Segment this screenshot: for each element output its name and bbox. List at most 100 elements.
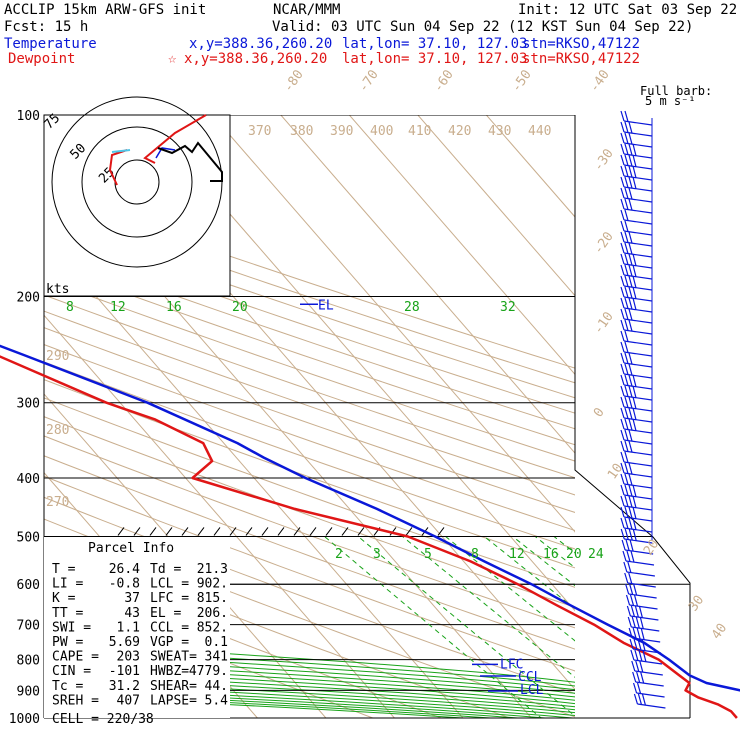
parcel-field: 815. <box>197 591 228 606</box>
parcel-field: -0.8 <box>109 577 140 592</box>
barb-flag <box>628 253 633 266</box>
barb-flag <box>620 363 625 375</box>
barb-flag <box>640 671 645 684</box>
theta-label: 400 <box>370 124 393 139</box>
barb-flag <box>634 605 639 618</box>
parcel-field: 407 <box>117 693 140 708</box>
hodo-trace-blue <box>155 147 176 159</box>
barb-flag <box>638 605 643 618</box>
barb-flag <box>624 154 629 166</box>
hatch-mark <box>165 527 173 536</box>
barb-flag <box>624 440 629 452</box>
barb-flag <box>630 550 635 563</box>
barb-staff <box>634 670 663 676</box>
hodo-trace-red-low <box>108 149 128 186</box>
barb-flag <box>628 528 633 541</box>
barb-flag <box>620 440 625 452</box>
dry-adiabat <box>44 278 575 462</box>
theta-label: 410 <box>408 124 431 139</box>
barb-flag <box>620 121 625 133</box>
barb-flag <box>628 121 633 134</box>
barb-staff <box>623 362 653 368</box>
barb-flag <box>635 660 640 672</box>
moist-adiabat <box>44 641 575 683</box>
barb-flag <box>624 275 629 287</box>
barb-flag <box>620 110 625 122</box>
barb-flag <box>628 297 633 310</box>
parcel-field: LCL = <box>150 577 189 592</box>
dry-adiabat <box>44 310 575 496</box>
parcel-field: 44. <box>205 679 228 694</box>
barb-flag <box>629 583 634 595</box>
barb-flag <box>620 220 625 232</box>
legend-dewpoint-stn: stn=RKSO,47122 <box>522 51 640 67</box>
barb-flag <box>634 649 639 661</box>
barb-flag <box>620 506 625 518</box>
barb-flag <box>624 209 629 221</box>
parcel-field: CCL = <box>150 620 189 635</box>
isotherm-line <box>44 314 396 718</box>
hatch-mark <box>405 527 413 536</box>
dry-adiabat <box>44 435 575 629</box>
temperature-profile <box>0 344 740 692</box>
barb-flag <box>632 506 637 519</box>
barb-staff <box>623 274 653 280</box>
barb-flag <box>632 682 638 694</box>
barb-flag <box>624 528 629 540</box>
isotherm-label: 0 <box>591 405 608 420</box>
parcel-field: 5.4 <box>205 693 229 708</box>
barb-flag <box>632 627 637 639</box>
barb-flag <box>620 341 625 353</box>
barb-flag <box>632 418 637 431</box>
barb-staff <box>623 494 653 500</box>
parcel-field: 203 <box>117 650 140 665</box>
barb-flag <box>628 385 633 398</box>
dry-adiabat <box>44 204 575 384</box>
moist-adiabat <box>44 663 575 701</box>
barb-staff <box>632 637 661 643</box>
isotherm-label: -10 <box>591 309 617 337</box>
barb-flag <box>620 330 625 342</box>
hatch-mark <box>325 527 333 536</box>
parcel-field: 26.4 <box>109 562 140 577</box>
barb-staff <box>623 428 653 434</box>
barb-staff <box>628 593 657 599</box>
mixing-ratio-line <box>358 537 575 717</box>
barb-flag <box>632 143 637 156</box>
barb-flag <box>620 154 625 166</box>
mixing-ratio-label: 16 <box>543 547 559 562</box>
barb-flag <box>624 187 629 199</box>
barb-flag <box>624 451 629 463</box>
parcel-field: 37 <box>124 591 140 606</box>
parcel-cell: CELL = 220/38 <box>52 712 154 727</box>
parcel-field: CIN = <box>52 664 91 679</box>
theta-label: 430 <box>488 124 511 139</box>
mixing-ratio-label: 24 <box>588 547 604 562</box>
barb-flag <box>628 187 633 200</box>
barb-staff <box>623 406 653 412</box>
legend-dewpoint-marker: ☆ <box>168 51 177 67</box>
mixing-ratio-label: 3 <box>373 547 381 562</box>
hatch-mark <box>133 527 141 536</box>
parcel-field: LI = <box>52 577 83 592</box>
legend-temperature-xy: x,y=388.36,260.20 <box>189 36 332 52</box>
barb-staff <box>631 626 660 632</box>
dry-adiabat <box>44 233 575 414</box>
barb-flag <box>633 594 639 607</box>
pressure-tick-label: 200 <box>17 291 40 306</box>
barb-flag <box>620 264 625 276</box>
barb-flag <box>632 286 637 299</box>
isotherm-label: -80 <box>281 67 307 95</box>
parcel-field: VGP = <box>150 635 189 650</box>
barb-flag <box>628 506 633 519</box>
barb-staff <box>623 197 653 203</box>
barb-staff <box>623 285 653 291</box>
barb-key-value: 5 m s⁻¹ <box>645 94 696 108</box>
barb-flag <box>624 143 629 155</box>
pressure-tick-label: 700 <box>17 619 40 634</box>
parcel-field: 902. <box>197 577 228 592</box>
level-label-lfc: LFC <box>500 657 523 672</box>
moist-adiabat <box>44 659 575 698</box>
barb-flag <box>636 627 641 640</box>
theta-label: 380 <box>290 124 313 139</box>
